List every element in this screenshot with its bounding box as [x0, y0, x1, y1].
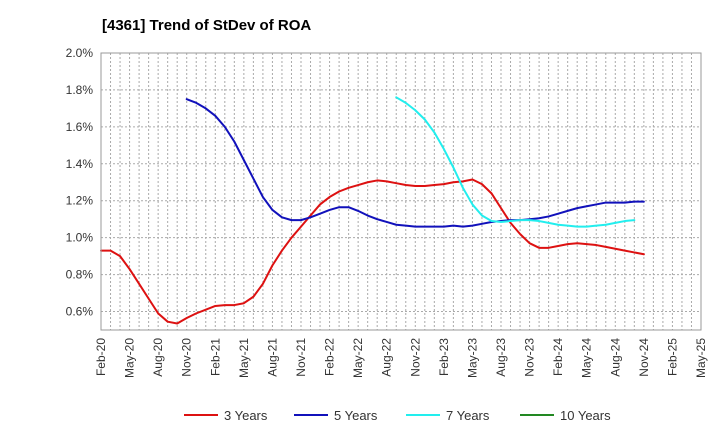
plot-border — [100, 52, 702, 331]
y-tick-label: 1.0% — [66, 231, 94, 245]
legend: 3 Years 5 Years 7 Years 10 Years — [184, 408, 611, 423]
y-axis-ticks: 0.6% 0.8% 1.0% 1.2% 1.4% 1.6% 1.8% 2.0% — [66, 46, 94, 319]
y-tick-label: 0.6% — [66, 305, 94, 319]
grid-lines — [101, 52, 701, 330]
x-tick-label: Feb-25 — [665, 338, 679, 376]
x-tick-label: May-20 — [123, 338, 137, 378]
x-tick-label: Nov-21 — [294, 338, 308, 377]
x-tick-label: Aug-23 — [494, 338, 508, 377]
x-tick-label: May-24 — [580, 338, 594, 378]
series-lines — [100, 96, 645, 325]
x-tick-label: Feb-23 — [437, 338, 451, 376]
x-axis-ticks: Feb-20 May-20 Aug-20 Nov-20 Feb-21 May-21 Aug-… — [94, 338, 708, 378]
legend-label: 7 Years — [446, 408, 490, 423]
legend-label: 5 Years — [334, 408, 378, 423]
x-tick-label: Nov-22 — [408, 338, 422, 377]
x-tick-label: Aug-24 — [608, 338, 622, 377]
x-tick-label: May-25 — [694, 338, 708, 378]
legend-label: 3 Years — [224, 408, 268, 423]
x-tick-label: May-22 — [351, 338, 365, 378]
legend-label: 10 Years — [560, 408, 611, 423]
x-tick-label: Feb-24 — [551, 338, 565, 376]
x-tick-label: Feb-21 — [208, 338, 222, 376]
x-tick-label: Nov-23 — [523, 338, 537, 377]
x-tick-label: Feb-22 — [323, 338, 337, 376]
series-line-7-years — [395, 96, 636, 228]
y-tick-label: 1.8% — [66, 83, 94, 97]
plot-area — [101, 53, 701, 330]
chart-title: [4361] Trend of StDev of ROA — [102, 17, 311, 34]
x-tick-label: Nov-24 — [637, 338, 651, 377]
y-tick-label: 1.6% — [66, 120, 94, 134]
series-line-5-years — [185, 98, 645, 228]
x-tick-label: Aug-21 — [265, 338, 279, 377]
x-tick-label: May-21 — [237, 338, 251, 378]
y-tick-label: 1.2% — [66, 194, 94, 208]
y-tick-label: 2.0% — [66, 46, 94, 60]
y-tick-label: 1.4% — [66, 157, 94, 171]
series-line-3-years — [100, 178, 645, 325]
x-tick-label: May-23 — [465, 338, 479, 378]
x-tick-label: Aug-22 — [380, 338, 394, 377]
x-tick-label: Nov-20 — [180, 338, 194, 377]
x-tick-label: Feb-20 — [94, 338, 108, 376]
y-tick-label: 0.8% — [66, 268, 94, 282]
x-tick-label: Aug-20 — [151, 338, 165, 377]
